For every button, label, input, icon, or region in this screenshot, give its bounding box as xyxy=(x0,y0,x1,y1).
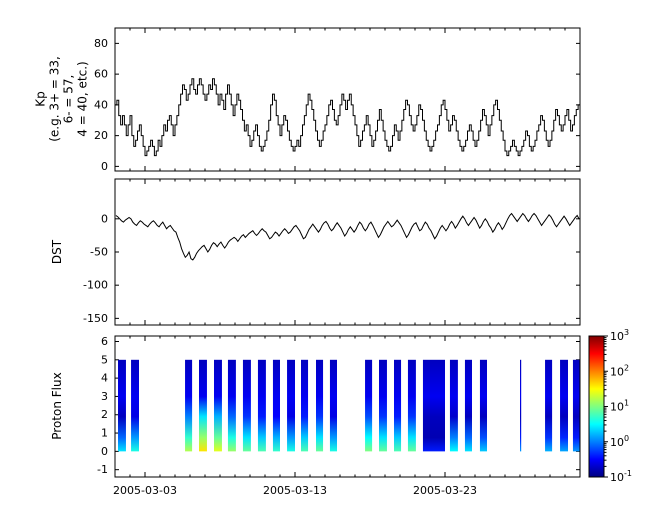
proton-flux-bar xyxy=(560,359,568,452)
colorbar-tick-label: 10-1 xyxy=(610,469,632,484)
proton-flux-bar xyxy=(214,359,222,452)
y-tick-label: 20 xyxy=(94,129,108,142)
kp-index-line xyxy=(115,78,580,157)
proton-flux-bar xyxy=(464,359,472,452)
y-tick-label: 0 xyxy=(101,160,108,173)
proton-flux-bar xyxy=(545,359,553,452)
y-tick-label: 3 xyxy=(101,390,108,403)
proton-flux-bar xyxy=(118,359,126,452)
proton-flux-bar xyxy=(394,359,402,452)
proton-flux-bar xyxy=(301,359,309,452)
y-tick-label: 6 xyxy=(101,335,108,348)
dst-ylabel: DST xyxy=(49,239,64,265)
y-tick-label: 80 xyxy=(94,37,108,50)
y-tick-label: 0 xyxy=(101,445,108,458)
kp-index-panel: 0 20 40 60 80 xyxy=(94,27,581,173)
y-tick-label: -150 xyxy=(83,312,108,325)
colorbar-tick-label: 103 xyxy=(610,328,629,343)
colorbar-tick-label: 100 xyxy=(610,434,629,449)
kp-index-frame xyxy=(114,27,581,172)
proton-flux-bar xyxy=(379,359,387,452)
dst-index-line xyxy=(115,212,580,261)
x-tick-label: 2005-03-23 xyxy=(413,484,477,497)
proton-flux-bar xyxy=(199,359,207,452)
dst-index-panel: 0 -50 -100 -150 xyxy=(83,178,581,326)
proton-flux-bar xyxy=(329,359,337,452)
proton-flux-bar xyxy=(227,359,236,452)
colorbar-tick-label: 102 xyxy=(610,363,629,378)
proton-flux-bar xyxy=(185,359,193,452)
y-tick-label: 2 xyxy=(101,408,108,421)
y-tick-label: -100 xyxy=(83,279,108,292)
proton-flux-bar xyxy=(572,359,580,452)
kp-ylabel: Kp (e.g. 3+ = 33, 6- = 57, 4 = 40, etc.) xyxy=(33,56,91,142)
proton-flux-bar xyxy=(449,359,458,452)
proton-flux-bar xyxy=(422,359,445,452)
proton-ylabel: Proton Flux xyxy=(49,372,64,440)
proton-flux-bar xyxy=(257,359,266,452)
proton-flux-frame xyxy=(114,335,581,478)
dst-index-frame xyxy=(114,178,581,326)
proton-flux-bar xyxy=(131,359,139,452)
proton-flux-bar xyxy=(407,359,416,452)
colorbar-tick-label: 101 xyxy=(610,399,629,414)
y-tick-label: 60 xyxy=(94,68,108,81)
y-tick-label: -1 xyxy=(97,463,108,476)
proton-flux-bar xyxy=(287,359,295,452)
y-tick-label: -50 xyxy=(90,246,108,259)
proton-flux-bar xyxy=(520,359,522,452)
y-tick-label: 40 xyxy=(94,98,108,111)
x-tick-label: 2005-03-13 xyxy=(263,484,327,497)
colorbar xyxy=(588,335,605,478)
y-tick-label: 5 xyxy=(101,353,108,366)
proton-flux-panel: -1 0 1 2 3 4 5 6 xyxy=(97,335,581,478)
proton-flux-bar xyxy=(242,359,251,452)
proton-flux-bar xyxy=(479,359,487,452)
y-tick-label: 1 xyxy=(101,427,108,440)
proton-flux-bar xyxy=(365,359,373,452)
proton-flux-bar xyxy=(272,359,280,452)
y-tick-label: 0 xyxy=(101,212,108,225)
x-tick-label: 2005-03-03 xyxy=(113,484,177,497)
y-tick-label: 4 xyxy=(101,372,108,385)
proton-flux-bar xyxy=(316,359,324,452)
